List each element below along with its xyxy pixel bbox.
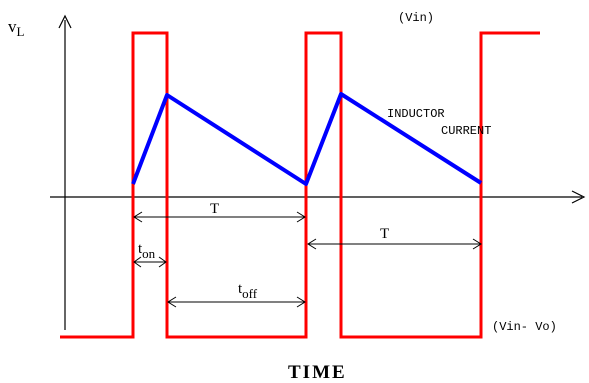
vin-minus-vo-level-label: (Vin- Vo) [492, 320, 557, 334]
inductor-current-label-line1: INDUCTOR [387, 107, 445, 121]
period-label-2: T [380, 226, 389, 242]
t-off-label: t [238, 281, 243, 297]
svg-text:ton: ton [138, 241, 156, 261]
t-off-marker: toff [167, 281, 306, 308]
y-axis-subscript: L [17, 24, 25, 39]
period-label-1: T [210, 201, 219, 217]
svg-text:toff: toff [238, 281, 258, 301]
axes [50, 14, 586, 330]
period-marker-2: T [307, 226, 482, 250]
vin-level-label: (Vin) [398, 11, 434, 25]
inductor-voltage-waveform [60, 31, 540, 339]
t-on-marker: ton [133, 241, 167, 268]
t-off-subscript: off [242, 286, 258, 301]
x-axis-label: TIME [288, 362, 347, 383]
svg-text:vL: vL [8, 17, 25, 39]
y-axis-label: v [8, 17, 17, 36]
x-axis-arrowhead [571, 190, 586, 204]
inductor-current-label-line2: CURRENT [441, 124, 491, 138]
t-on-subscript: on [142, 246, 156, 261]
y-axis-arrowhead [58, 14, 72, 29]
inductor-current-waveform [131, 92, 483, 186]
period-marker-1: T [133, 201, 306, 223]
t-on-label: t [138, 241, 143, 257]
